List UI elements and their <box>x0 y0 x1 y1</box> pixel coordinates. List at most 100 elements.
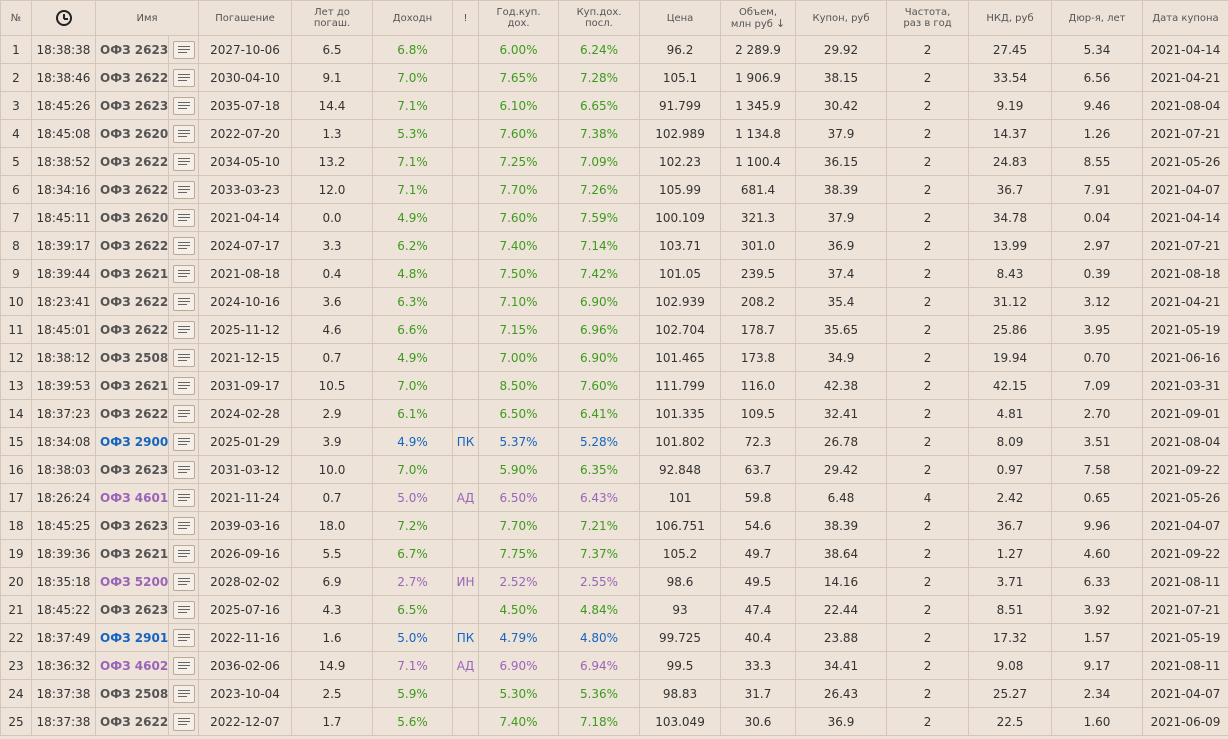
list-icon[interactable] <box>172 264 195 283</box>
list-icon[interactable] <box>172 404 195 423</box>
col-annual-coupon[interactable]: Год.куп. дох. <box>478 0 560 36</box>
list-icon[interactable] <box>172 40 195 59</box>
list-icon[interactable] <box>172 348 195 367</box>
col-volume[interactable]: Объем, млн руб ↓ <box>720 0 797 36</box>
row-name[interactable]: ОФЗ 46018 <box>95 483 169 512</box>
row-name[interactable]: ОФЗ 26218 <box>95 371 169 400</box>
list-icon[interactable] <box>172 488 195 507</box>
list-icon[interactable] <box>172 292 195 311</box>
row-name[interactable]: ОФЗ 26221 <box>95 175 169 204</box>
list-icon[interactable] <box>172 124 195 143</box>
row-time: 18:37:38 <box>31 707 96 736</box>
col-years[interactable]: Лет до погаш. <box>291 0 374 36</box>
list-icon[interactable] <box>172 208 195 227</box>
row-name[interactable]: ОФЗ 26217 <box>95 259 169 288</box>
row-time: 18:36:32 <box>31 651 96 680</box>
list-icon[interactable] <box>172 656 195 675</box>
list-icon[interactable] <box>172 376 195 395</box>
row-yield: 7.1% <box>372 91 454 120</box>
col-duration[interactable]: Дюр-я, лет <box>1051 0 1144 36</box>
list-icon[interactable] <box>172 544 195 563</box>
row-name[interactable]: ОФЗ 26230 <box>95 511 169 540</box>
row-name[interactable]: ОФЗ 26205 <box>95 203 169 232</box>
row-duration: 3.95 <box>1051 315 1144 344</box>
col-coupon-date[interactable]: Дата купона <box>1142 0 1228 36</box>
col-maturity[interactable]: Погашение <box>198 0 293 36</box>
row-name[interactable]: ОФЗ 26219 <box>95 539 169 568</box>
row-name[interactable]: ОФЗ 26209 <box>95 119 169 148</box>
row-name[interactable]: ОФЗ 26234 <box>95 595 169 624</box>
row-name[interactable]: ОФЗ 29006 <box>95 427 169 456</box>
list-icon[interactable] <box>172 572 195 591</box>
row-chart-button <box>167 623 200 652</box>
list-icon[interactable] <box>172 68 195 87</box>
row-name[interactable]: ОФЗ 26233 <box>95 91 169 120</box>
col-time[interactable] <box>31 0 96 36</box>
row-name[interactable]: ОФЗ 26225 <box>95 147 169 176</box>
row-years: 4.3 <box>291 595 374 624</box>
row-name[interactable]: ОФЗ 26229 <box>95 315 169 344</box>
row-name[interactable]: ОФЗ 26220 <box>95 707 169 736</box>
row-name[interactable]: ОФЗ 26235 <box>95 455 169 484</box>
list-icon[interactable] <box>172 628 195 647</box>
list-icon[interactable] <box>172 460 195 479</box>
col-nkd[interactable]: НКД, руб <box>968 0 1053 36</box>
list-icon[interactable] <box>172 180 195 199</box>
col-price[interactable]: Цена <box>639 0 722 36</box>
list-icon[interactable] <box>172 152 195 171</box>
list-icon[interactable] <box>172 600 195 619</box>
list-icon[interactable] <box>172 96 195 115</box>
row-name[interactable]: ОФЗ 25083 <box>95 343 169 372</box>
list-icon[interactable] <box>172 712 195 731</box>
row-number: 4 <box>0 119 32 148</box>
row-name[interactable]: ОФЗ 25084 <box>95 679 169 708</box>
row-nkd: 3.71 <box>968 567 1053 596</box>
list-icon[interactable] <box>172 432 195 451</box>
col-flag[interactable]: ! <box>452 0 480 36</box>
row-name[interactable]: ОФЗ 46020 <box>95 651 169 680</box>
col-frequency[interactable]: Частота, раз в год <box>886 0 970 36</box>
row-name[interactable]: ОФЗ 26227 <box>95 231 169 260</box>
col-num[interactable]: № <box>0 0 32 36</box>
col-last-coupon[interactable]: Куп.дох. посл. <box>558 0 641 36</box>
list-icon[interactable] <box>172 236 195 255</box>
col-yield[interactable]: Доходн <box>372 0 454 36</box>
row-name[interactable]: ОФЗ 26223 <box>95 399 169 428</box>
col-name[interactable]: Имя <box>94 0 200 36</box>
row-name[interactable]: ОФЗ 26228 <box>95 63 169 92</box>
list-icon[interactable] <box>172 320 195 339</box>
col-coupon[interactable]: Купон, руб <box>795 0 888 36</box>
list-icon[interactable] <box>172 684 195 703</box>
row-chart-button <box>167 595 200 624</box>
list-icon[interactable] <box>172 516 195 535</box>
